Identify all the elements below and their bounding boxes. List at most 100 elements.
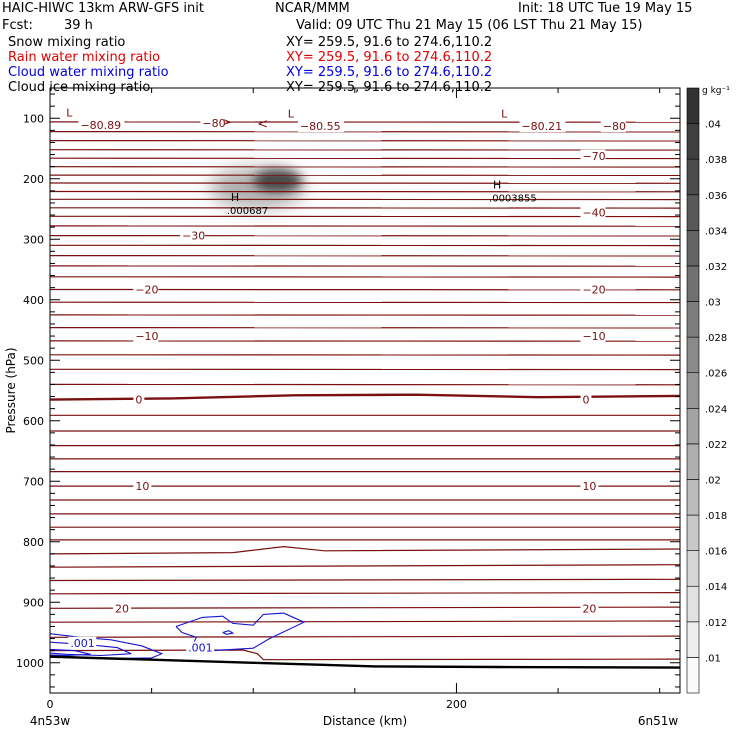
arrow-marker: >	[223, 116, 232, 129]
temperature-contour-label: −30	[182, 230, 205, 243]
colorbar-tick-label: .016	[705, 547, 727, 558]
cloud-water-contour	[222, 630, 235, 635]
colorbar: .01 .012 .014 .016 .018 .02 .022 .024 .026 .028 .0…	[686, 86, 730, 694]
cloud-water-label: .001	[70, 637, 95, 650]
arrow-marker: <	[257, 117, 268, 132]
temperature-contour	[49, 635, 681, 638]
colorbar-tick-label: .026	[705, 369, 727, 380]
temperature-contour-label: −80.89	[80, 119, 121, 132]
contour-label-bg	[580, 602, 599, 615]
y-axis-label: Pressure (hPa)	[4, 347, 18, 433]
y-tick-label: 400	[23, 294, 44, 307]
y-tick-label: 700	[23, 475, 44, 488]
colorbar-segment	[686, 621, 700, 658]
cloud-water-label-bg	[68, 636, 97, 649]
colorbar-segment	[686, 301, 700, 338]
contour-label-bg	[200, 117, 226, 130]
model-title: HAIC-HIWC 13km ARW-GFS init	[2, 1, 204, 16]
y-tick-label: 900	[23, 596, 44, 609]
temperature-contour-label: −20	[582, 283, 605, 296]
colorbar-segment	[686, 479, 700, 516]
contour-label-bg	[580, 480, 599, 493]
colorbar-segment	[686, 194, 700, 231]
field-name-cloud-water: Cloud water mixing ratio	[8, 65, 169, 80]
x-right-endpoint: 6n51w	[638, 714, 679, 728]
temperature-contour	[49, 649, 681, 661]
temperature-contour-label: 10	[582, 480, 596, 493]
colorbar-tick-label: .028	[705, 333, 727, 344]
cloud-water-label-bg	[186, 641, 215, 654]
contour-label-bg	[133, 283, 159, 296]
contour-label-bg	[113, 602, 132, 615]
colorbar-tick-label: .032	[705, 262, 727, 273]
contour-label-bg	[133, 480, 152, 493]
colorbar-tick-label: .012	[705, 618, 727, 629]
x-left-endpoint: 4n53w	[30, 714, 71, 728]
temperature-contour-label: 20	[582, 602, 596, 615]
colorbar-segment	[686, 87, 700, 124]
temperature-contour-label: 0	[582, 394, 589, 407]
contour-label-bg	[580, 206, 606, 219]
colorbar-segment	[686, 407, 700, 445]
org-label: NCAR/MMM	[275, 1, 350, 16]
contour-label-bg	[133, 393, 145, 406]
colorbar-segment	[686, 657, 700, 694]
temperature-contour-label: −70	[582, 150, 605, 163]
freezing-level-contour	[49, 393, 681, 401]
temperature-contour-label: −40	[582, 207, 605, 220]
x-tick-label: 0	[47, 698, 54, 711]
y-tick-label: 100	[23, 112, 44, 125]
x-axis-label: Distance (km)	[323, 714, 407, 728]
contour-label-bg	[580, 283, 606, 296]
colorbar-tick-label: .024	[705, 404, 727, 415]
colorbar-segment	[686, 585, 700, 623]
temperature-contour-label: −10	[582, 330, 605, 343]
colorbar-segment	[686, 514, 700, 551]
field-xy-cloud-water: XY= 259.5, 91.6 to 274.6,110.2	[286, 65, 493, 80]
extremum-l: L	[66, 106, 73, 119]
temperature-contour	[49, 545, 681, 555]
valid-time: Valid: 09 UTC Thu 21 May 15 (06 LST Thu …	[296, 18, 643, 33]
ice-mixing-ratio-shading	[209, 167, 306, 208]
colorbar-segment	[686, 336, 700, 374]
extremum-l: L	[501, 108, 508, 121]
terrain-line	[49, 655, 681, 669]
x-tick-label: 200	[446, 698, 467, 711]
colorbar-segment	[686, 230, 700, 267]
contour-label-bg	[580, 149, 606, 162]
plot-frame	[49, 87, 681, 694]
colorbar-unit: g kg⁻¹	[702, 86, 730, 96]
y-tick-label: 1000	[16, 657, 44, 670]
colorbar-segment	[686, 123, 700, 160]
extremum-h: H	[493, 178, 501, 191]
y-tick-label: 500	[23, 354, 44, 367]
extremum-h: H	[231, 191, 239, 204]
extremum-value: .0003855	[489, 193, 537, 204]
colorbar-tick-label: .04	[705, 120, 721, 131]
colorbar-tick-label: .01	[705, 653, 721, 664]
field-name-rain: Rain water mixing ratio	[8, 50, 161, 65]
colorbar-segment	[686, 265, 700, 302]
temperature-contour-label: 10	[135, 480, 149, 493]
cloud-water-label: .001	[188, 642, 213, 655]
field-xy-snow: XY= 259.5, 91.6 to 274.6,110.2	[286, 35, 493, 50]
temperature-contour-label: 20	[115, 602, 129, 615]
contour-label-bg	[580, 393, 592, 406]
colorbar-segment	[686, 443, 700, 480]
contour-label-bg	[600, 120, 626, 133]
contour-label-bg	[519, 120, 566, 133]
temperature-contour	[49, 564, 681, 568]
temperature-contours	[49, 121, 681, 661]
colorbar-tick-label: .02	[705, 475, 721, 486]
temperature-contour-label: −80	[202, 117, 225, 130]
field-name-snow: Snow mixing ratio	[8, 35, 126, 50]
temperature-contour-label: −20	[135, 283, 158, 296]
colorbar-tick-label: .022	[705, 440, 727, 451]
y-tick-label: 300	[23, 233, 44, 246]
fcst-label: Fcst:	[2, 18, 33, 33]
terrain-surface	[49, 655, 681, 669]
temperature-contour-label: −80.21	[521, 120, 562, 133]
extremum-value: .000687	[227, 206, 268, 217]
